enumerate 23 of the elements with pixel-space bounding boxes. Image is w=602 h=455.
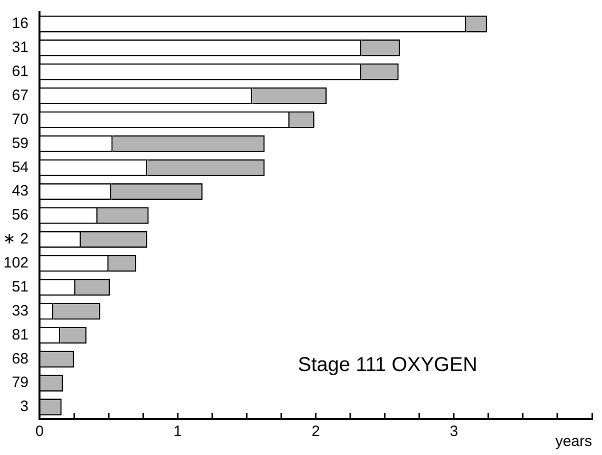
y-tick-label: 81 <box>12 326 29 344</box>
x-tick-label: 1 <box>173 423 182 440</box>
y-tick-label: 16 <box>12 15 29 32</box>
y-tick-label: 102 <box>3 254 29 272</box>
y-tick-label: 56 <box>12 206 29 224</box>
x-tick-label: 0 <box>35 423 44 440</box>
y-tick-label: 70 <box>12 110 29 128</box>
y-tick-label: 33 <box>12 302 29 320</box>
x-axis-title: years <box>555 433 592 450</box>
y-tick-label: ∗ 2 <box>2 230 29 248</box>
y-tick-label: 79 <box>12 374 29 392</box>
y-tick-label: 43 <box>12 182 29 200</box>
y-tick-label: 68 <box>12 350 29 368</box>
x-tick-label: 2 <box>312 423 320 440</box>
y-tick-label: 3 <box>20 398 29 416</box>
y-tick-label: 54 <box>12 158 29 176</box>
y-tick-label: 51 <box>12 278 29 296</box>
y-tick-label: 67 <box>12 86 29 104</box>
y-tick-label: 59 <box>12 134 29 152</box>
y-tick-label: 31 <box>12 39 29 56</box>
y-tick-label: 61 <box>12 62 29 80</box>
annotation: Stage 111 OXYGEN <box>298 354 478 376</box>
x-tick-label: 3 <box>450 423 458 440</box>
